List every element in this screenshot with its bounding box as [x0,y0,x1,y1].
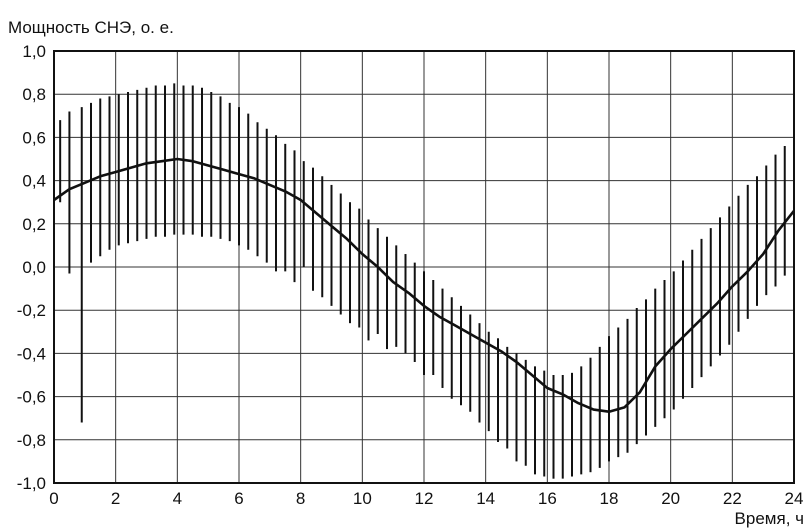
y-tick-label: 0,2 [22,215,46,234]
y-tick-label: 0,0 [22,258,46,277]
y-tick-label: 0,6 [22,128,46,147]
x-tick-label: 10 [353,489,372,508]
x-tick-label: 18 [600,489,619,508]
y-tick-label: -0,2 [17,301,46,320]
y-tick-label: 0,4 [22,172,46,191]
y-tick-label: 1,0 [22,42,46,61]
x-tick-label: 22 [723,489,742,508]
x-tick-label: 16 [538,489,557,508]
x-tick-label: 8 [296,489,305,508]
y-tick-label: -0,8 [17,431,46,450]
y-tick-labels: 1,0 0,8 0,6 0,4 0,2 0,0 -0,2 -0,4 -0,6 -0,8 -1,0 [17,42,46,493]
y-tick-label: -0,6 [17,388,46,407]
x-tick-label: 6 [234,489,243,508]
x-tick-label: 20 [661,489,680,508]
x-tick-labels: 0 2 4 6 8 10 12 14 16 18 20 22 24 [49,489,803,508]
x-tick-label: 2 [111,489,120,508]
y-tick-label: -1,0 [17,474,46,493]
x-tick-label: 4 [173,489,182,508]
y-tick-label: -0,4 [17,344,46,363]
y-tick-label: 0,8 [22,85,46,104]
spike-series [59,83,786,479]
x-tick-label: 14 [476,489,495,508]
main-line-series [53,157,796,413]
plot-frame [53,50,795,484]
x-tick-label: 12 [415,489,434,508]
y-axis-title: Мощность СНЭ, о. е. [8,18,174,37]
x-axis-title: Время, ч [735,509,804,528]
x-tick-label: 24 [785,489,804,508]
x-tick-label: 0 [49,489,58,508]
